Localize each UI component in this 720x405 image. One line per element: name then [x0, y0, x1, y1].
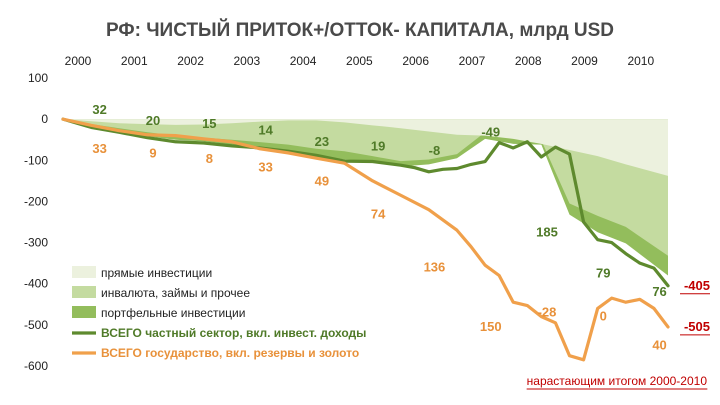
legend-label-4: ВСЕГО частный сектор, вкл. инвест. доход… — [101, 326, 366, 340]
x-axis-ticks: 2000 2001 2002 2003 2004 2005 2006 2007 2008 2009… — [65, 54, 655, 68]
area-layers — [63, 119, 668, 276]
x-tick-2010: 2010 — [627, 54, 654, 68]
x-tick-2000: 2000 — [65, 54, 92, 68]
legend-swatch-1 — [72, 266, 96, 278]
x-tick-2006: 2006 — [402, 54, 429, 68]
y-tick-0: 0 — [41, 112, 48, 126]
data-label-2: 33 — [92, 141, 106, 156]
data-label-8: 33 — [258, 160, 272, 175]
x-tick-2003: 2003 — [233, 54, 260, 68]
line-series-2 — [61, 117, 670, 362]
legend: прямые инвестиции инвалюта, займы и проче… — [72, 266, 366, 360]
chart-note: нарастающим итогом 2000-2010 — [527, 374, 708, 388]
legend-label-2: инвалюта, займы и прочее — [101, 286, 250, 300]
data-label-11: 19 — [371, 139, 385, 154]
area-series-1 — [63, 119, 668, 176]
y-tick-500: -500 — [24, 318, 48, 332]
data-label-3: 20 — [146, 113, 160, 128]
y-tick-400: -400 — [24, 277, 48, 291]
legend-label-5: ВСЕГО государство, вкл. резервы и золото — [101, 346, 359, 360]
x-tick-2008: 2008 — [515, 54, 542, 68]
data-label-20: 0 — [600, 309, 607, 324]
chart-title: РФ: ЧИСТЫЙ ПРИТОК+/ОТТОК- КАПИТАЛА, млрд… — [106, 19, 614, 41]
x-tick-2007: 2007 — [459, 54, 486, 68]
legend-label-1: прямые инвестиции — [101, 266, 212, 280]
y-tick-300: -300 — [24, 236, 48, 250]
data-label-16: 150 — [480, 319, 502, 334]
line-layers — [61, 117, 670, 362]
x-tick-2005: 2005 — [346, 54, 373, 68]
line-series-1 — [61, 117, 670, 288]
y-axis-ticks: 100 0 -100 -200 -300 -400 -500 -600 — [24, 71, 48, 373]
y-tick-600: -600 — [24, 359, 48, 373]
legend-swatch-2 — [72, 286, 96, 298]
end-label-1: -405 — [684, 278, 710, 293]
end-label-2: -505 — [684, 319, 710, 334]
data-label-5: 15 — [202, 116, 216, 131]
data-label-19: 79 — [596, 265, 610, 280]
y-tick-200: -200 — [24, 194, 48, 208]
data-label-18: -28 — [538, 305, 557, 320]
x-tick-2001: 2001 — [121, 54, 148, 68]
data-label-9: 23 — [315, 134, 329, 149]
data-label-4: 9 — [149, 145, 156, 160]
legend-label-3: портфельные инвестиции — [101, 306, 245, 320]
data-label-7: 14 — [258, 123, 273, 138]
y-tick-100: 100 — [28, 71, 48, 85]
data-label-10: 49 — [315, 174, 329, 189]
data-label-13: -8 — [429, 143, 441, 158]
data-label-1: 32 — [92, 102, 106, 117]
x-tick-2009: 2009 — [571, 54, 598, 68]
x-tick-2002: 2002 — [177, 54, 204, 68]
data-labels: 32 33 20 9 15 8 14 33 23 49 19 74 -8 136 -49 150 185 -28 7… — [92, 102, 666, 352]
data-label-22: 40 — [652, 337, 666, 352]
data-label-6: 8 — [206, 151, 213, 166]
data-label-14: 136 — [424, 259, 446, 274]
data-label-15: -49 — [481, 124, 500, 139]
end-value-labels: -405 -505 — [680, 278, 710, 336]
legend-swatch-3 — [72, 306, 96, 318]
data-label-12: 74 — [371, 207, 386, 222]
data-label-21: 76 — [652, 284, 666, 299]
data-label-17: 185 — [536, 224, 558, 239]
y-tick-100: -100 — [24, 153, 48, 167]
x-tick-2004: 2004 — [290, 54, 317, 68]
